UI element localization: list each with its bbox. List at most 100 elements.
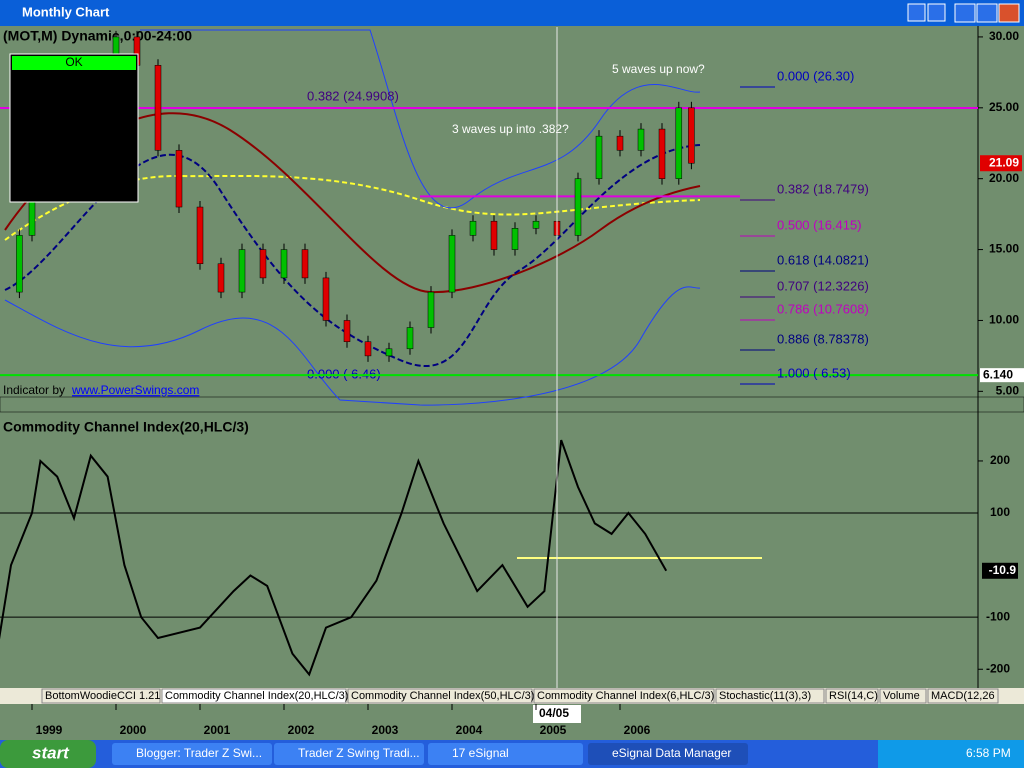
chart-bg xyxy=(0,26,1024,688)
candle xyxy=(175,150,183,208)
last-price-bg xyxy=(980,155,1022,172)
task-label: Blogger: Trader Z Swi... xyxy=(136,746,262,760)
cursor-date: 04/05 xyxy=(539,706,569,720)
annotation: 5 waves up now? xyxy=(612,62,705,76)
fib-label: 1.000 ( 6.53) xyxy=(777,365,851,380)
tab[interactable] xyxy=(347,688,533,704)
candle xyxy=(406,327,414,350)
fib-label: 0.500 (16.415) xyxy=(777,217,862,232)
maximize-button[interactable] xyxy=(976,3,998,23)
candle xyxy=(574,178,582,236)
last-cci: -10.9 xyxy=(989,563,1017,577)
tab-label: Commodity Channel Index(6,HLC/3) xyxy=(537,690,714,702)
support-label: 6.140 xyxy=(983,367,1013,381)
candle xyxy=(154,65,162,151)
start-label: start xyxy=(32,743,70,762)
tab-label: Stochastic(11(3),3) xyxy=(719,690,811,702)
tab[interactable] xyxy=(715,688,825,704)
tab[interactable] xyxy=(41,688,161,704)
candle xyxy=(259,249,267,279)
x-tick-label: 2003 xyxy=(372,723,399,737)
cursor-box xyxy=(9,53,139,203)
fib-label: 0.886 (8.78378) xyxy=(777,331,869,346)
date-axis xyxy=(0,704,1024,740)
close-button[interactable] xyxy=(998,3,1020,23)
tab-label: MACD(12,26 xyxy=(931,690,995,702)
x-tick-label: 2004 xyxy=(456,723,483,737)
task-label: eSignal Data Manager xyxy=(612,746,731,760)
symbol-label: (MOT,M) Dynamic,0:00-24:00 xyxy=(3,28,192,44)
fib-label: 0.382 (24.9908) xyxy=(307,88,399,103)
restore-button[interactable] xyxy=(927,3,946,22)
cursor-date-bg xyxy=(533,705,581,723)
candle xyxy=(238,249,246,293)
menu-button[interactable] xyxy=(907,3,926,22)
candle xyxy=(322,277,330,321)
band-lower xyxy=(4,286,701,406)
window-title: Monthly Chart xyxy=(22,4,110,19)
x-tick-label: 2000 xyxy=(120,723,147,737)
last-price: 21.09 xyxy=(989,155,1019,169)
credit: Indicator by xyxy=(3,383,65,397)
candle xyxy=(616,135,624,151)
candle xyxy=(595,135,603,179)
fib-label: 0.000 (26.30) xyxy=(777,68,854,83)
candle xyxy=(301,249,309,279)
cursor-status-bg xyxy=(12,56,136,70)
y-tick-label: 25.00 xyxy=(989,100,1019,114)
x-tick-label: 2005 xyxy=(540,723,567,737)
candle xyxy=(196,206,204,264)
tab[interactable] xyxy=(161,688,347,704)
task-button[interactable] xyxy=(588,743,748,765)
task-button[interactable] xyxy=(112,743,272,765)
y-tick-label: 5.00 xyxy=(996,384,1020,398)
y-tick-label: 15.00 xyxy=(989,242,1019,256)
candle xyxy=(511,228,519,250)
fib-label: 0.000 ( 6.46) xyxy=(307,366,381,381)
tab[interactable] xyxy=(825,688,879,704)
cci-title: Commodity Channel Index(20,HLC/3) xyxy=(3,419,249,435)
annotation: 3 waves up into .382? xyxy=(452,122,569,136)
candle xyxy=(490,220,498,250)
task-label: 17 eSignal xyxy=(452,746,509,760)
credit-link[interactable]: www.PowerSwings.com xyxy=(71,383,199,397)
support-label-bg xyxy=(980,368,1024,383)
moving-average xyxy=(4,174,701,241)
fib-label: 0.618 (14.0821) xyxy=(777,252,869,267)
title-bar xyxy=(0,0,1024,26)
last-cci-bg xyxy=(982,562,1018,579)
x-tick-label: 1999 xyxy=(36,723,63,737)
task-label: Trader Z Swing Tradi... xyxy=(298,746,420,760)
task-button[interactable] xyxy=(428,743,583,765)
y-tick-label: 10.00 xyxy=(989,313,1019,327)
tab-label: Commodity Channel Index(50,HLC/3) xyxy=(351,690,534,702)
tray xyxy=(878,740,1024,768)
candle xyxy=(427,291,435,328)
fib-label: 0.786 (10.7608) xyxy=(777,301,869,316)
candle xyxy=(280,249,288,279)
x-tick-label: 2002 xyxy=(288,723,315,737)
candle xyxy=(688,107,695,164)
tab[interactable] xyxy=(533,688,715,704)
tab[interactable] xyxy=(879,688,927,704)
tab[interactable] xyxy=(927,688,999,704)
tab-label: BottomWoodieCCI 1.21 xyxy=(45,690,160,702)
candle xyxy=(385,348,393,357)
y-tick-label: -100 xyxy=(986,609,1010,623)
candle xyxy=(16,235,23,293)
cci-line xyxy=(0,439,668,677)
candle xyxy=(448,235,456,293)
candle xyxy=(637,128,645,151)
band-upper xyxy=(140,29,701,209)
candle xyxy=(658,128,666,179)
y-tick-label: 200 xyxy=(990,453,1010,467)
y-tick-label: -200 xyxy=(986,661,1010,675)
x-tick-label: 2006 xyxy=(624,723,651,737)
task-button[interactable] xyxy=(274,743,424,765)
clock: 6:58 PM xyxy=(966,746,1011,760)
candle xyxy=(469,220,477,236)
start-button[interactable] xyxy=(0,740,96,768)
tab-label: Volume xyxy=(883,690,920,702)
minimize-button[interactable] xyxy=(954,3,976,23)
candle xyxy=(364,341,372,357)
